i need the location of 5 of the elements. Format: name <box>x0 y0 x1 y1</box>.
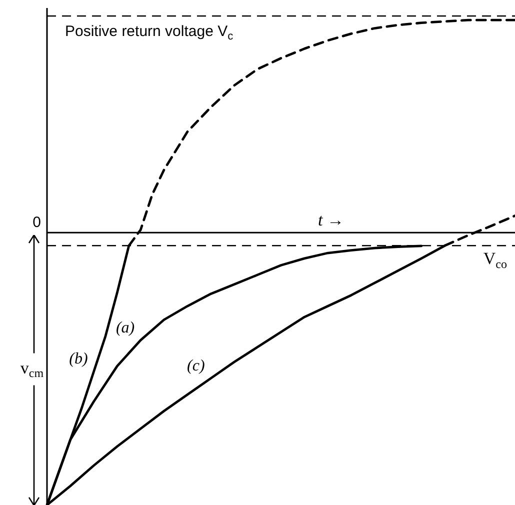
x-axis-title: t → <box>318 210 344 230</box>
series-label: (a) <box>116 319 135 336</box>
series-label: (b) <box>69 350 88 368</box>
series-label: (c) <box>187 358 205 375</box>
text: 0 <box>32 214 41 232</box>
